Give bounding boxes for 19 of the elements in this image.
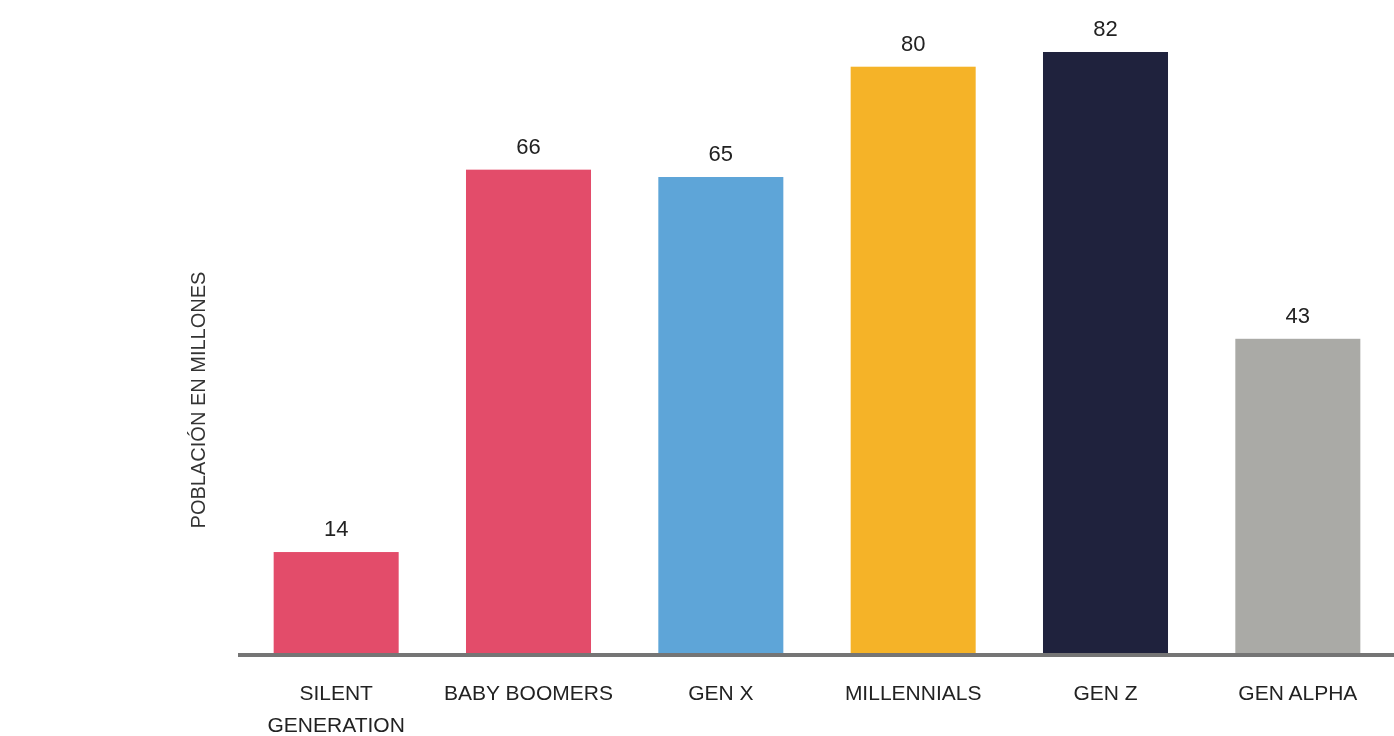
- bar: [273, 552, 399, 655]
- bar: [850, 66, 976, 655]
- data-label: 43: [1285, 302, 1311, 328]
- bar: [1235, 338, 1361, 655]
- data-label: 14: [323, 516, 349, 542]
- x-tick-label: GEN Z: [1073, 681, 1138, 704]
- data-label: 66: [516, 133, 541, 159]
- bar: [1042, 52, 1169, 655]
- y-axis-title: POBLACIÓN EN MILLONES: [187, 271, 209, 529]
- data-label: 65: [708, 141, 734, 167]
- data-label: 82: [1093, 16, 1118, 41]
- x-tick-label: GEN ALPHA: [1238, 681, 1358, 704]
- x-tick-label: BABY BOOMERS: [444, 681, 613, 704]
- x-tick-label: SILENT GENERATION: [267, 681, 405, 736]
- bar: [658, 177, 784, 655]
- x-tick-label: MILLENNIALS: [844, 681, 982, 704]
- data-label: 80: [900, 30, 926, 56]
- x-tick-label: GEN X: [688, 681, 754, 704]
- bar: [465, 169, 592, 655]
